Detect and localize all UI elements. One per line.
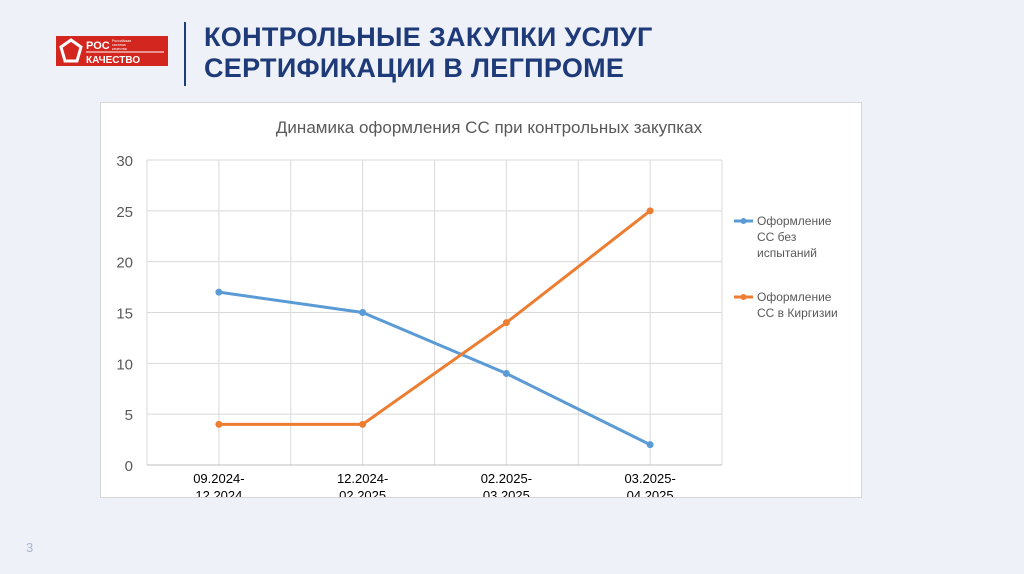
- y-tick-label: 25: [116, 204, 133, 221]
- legend-item-2: Оформление СС в Киргизии: [734, 290, 838, 320]
- roskachestvo-logo: РОС Российская система качества КАЧЕСТВО: [56, 36, 168, 66]
- x-tick-label: 09.2024-12.2024: [193, 471, 244, 497]
- pentagon-icon: [59, 38, 83, 63]
- series-line: [218, 290, 651, 447]
- chart-title: Динамика оформления СС при контрольных з…: [276, 118, 703, 137]
- slide-title-line-2: СЕРТИФИКАЦИИ В ЛЕГПРОМЕ: [204, 53, 625, 83]
- data-point: [215, 288, 223, 296]
- x-tick-label: 03.2025-04.2025: [624, 471, 675, 497]
- slide-title-line-1: КОНТРОЛЬНЫЕ ЗАКУПКИ УСЛУГ: [204, 22, 653, 52]
- series-line: [218, 209, 652, 426]
- y-tick-label: 15: [116, 306, 133, 323]
- data-point: [502, 319, 510, 327]
- y-tick-label: 5: [125, 407, 133, 424]
- data-point: [502, 370, 510, 377]
- slide-title: КОНТРОЛЬНЫЕ ЗАКУПКИ УСЛУГ СЕРТИФИКАЦИИ В…: [204, 22, 904, 84]
- legend-swatch-marker: [740, 294, 747, 300]
- logo-bottom-text: КАЧЕСТВО: [86, 55, 140, 66]
- legend-swatch-marker: [740, 218, 747, 224]
- logo-small-text-3: качества: [112, 47, 127, 51]
- data-point: [646, 207, 654, 215]
- logo-top-text: РОС: [86, 40, 110, 52]
- series-2: [215, 207, 654, 428]
- x-tick-label: 12.2024-02.2025: [337, 471, 388, 497]
- legend-label: Оформление СС в Киргизии: [757, 290, 838, 320]
- title-divider: [184, 22, 186, 86]
- y-tick-label: 0: [125, 458, 133, 475]
- data-point: [359, 309, 367, 316]
- logo-small-text-2: система: [112, 43, 126, 47]
- y-tick-label: 20: [116, 255, 133, 272]
- legend-item-1: Оформление СС без испытаний: [734, 214, 832, 260]
- series: [215, 207, 654, 449]
- data-point: [646, 441, 654, 449]
- legend-label: Оформление СС без испытаний: [757, 214, 832, 260]
- axis-ticks: 0 5 10 15 20 25 30 09.2024-12.2024 12.2024-02.20…: [116, 153, 675, 497]
- chart-container: Динамика оформления СС при контрольных з…: [100, 102, 862, 498]
- legend: Оформление СС без испытаний Оформление СС в …: [734, 214, 838, 320]
- y-tick-label: 10: [116, 356, 133, 373]
- data-point: [215, 420, 223, 428]
- logo-small-text-1: Российская: [112, 39, 131, 43]
- grid: [146, 159, 723, 466]
- series-1: [215, 288, 654, 449]
- line-chart: Динамика оформления СС при контрольных з…: [116, 118, 838, 497]
- slide-number: 3: [26, 540, 34, 555]
- y-tick-label: 30: [116, 153, 133, 170]
- data-point: [359, 420, 367, 428]
- x-tick-label: 02.2025-03.2025: [481, 471, 532, 497]
